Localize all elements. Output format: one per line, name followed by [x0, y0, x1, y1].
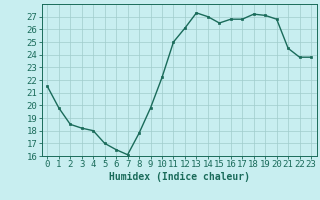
X-axis label: Humidex (Indice chaleur): Humidex (Indice chaleur)	[109, 172, 250, 182]
